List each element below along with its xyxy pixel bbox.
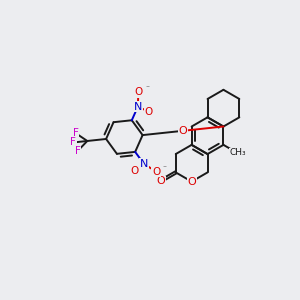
Text: N: N [140,159,148,169]
Text: O: O [134,87,142,97]
Text: N: N [134,102,142,112]
Text: O: O [178,126,188,136]
Text: O: O [187,177,196,187]
Text: ⁻: ⁻ [163,163,167,172]
Text: O: O [130,166,138,176]
Text: O: O [152,167,160,177]
Text: F: F [75,146,80,156]
Text: F: F [73,128,79,138]
Text: O: O [145,106,153,117]
Text: O: O [156,176,165,186]
Text: CH₃: CH₃ [229,148,246,158]
Text: F: F [70,137,76,148]
Text: ⁻: ⁻ [145,84,149,93]
